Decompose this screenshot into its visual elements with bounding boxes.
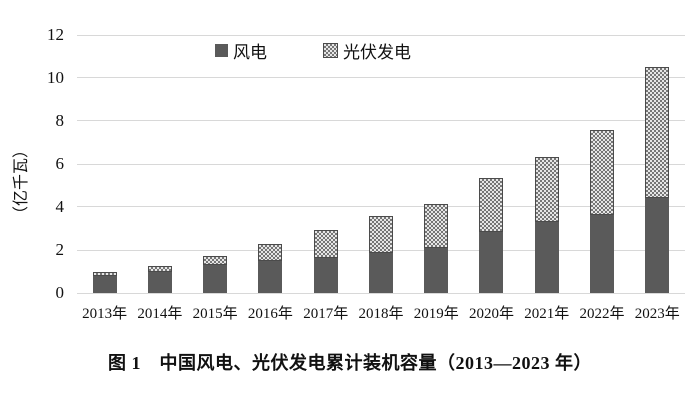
stacked-bar: [368, 35, 393, 293]
wind-bar-segment: [92, 276, 117, 293]
bar-group-2016: [243, 35, 298, 293]
wind-bar-segment: [203, 265, 228, 293]
x-axis-ticks: 2013年 2014年 2015年 2016年 2017年 2018年 2019年 2020年…: [77, 302, 685, 323]
y-tick-label: 2: [55, 240, 65, 259]
legend: 风电 光伏发电: [215, 38, 411, 63]
x-tick-label: 2017年: [303, 306, 349, 322]
stacked-bar: [479, 35, 504, 293]
wind-bar-segment: [479, 232, 504, 293]
x-tick-label: 2020年: [468, 306, 514, 322]
bar-group-2015: [188, 35, 243, 293]
gridline: [77, 163, 685, 165]
bar-group-2018: [353, 35, 408, 293]
stacked-bar: [424, 35, 449, 293]
bar-group-2021: [519, 35, 574, 293]
wind-bar-segment: [368, 253, 393, 293]
wind-swatch-icon: [215, 44, 228, 57]
x-tick-label: 2023年: [634, 306, 680, 322]
bars-row: [77, 35, 685, 293]
solar-swatch-icon: [323, 43, 338, 58]
bar-group-2022: [574, 35, 629, 293]
bar-group-2019: [409, 35, 464, 293]
legend-item-solar: 光伏发电: [323, 38, 411, 63]
x-tick-label: 2019年: [413, 306, 459, 322]
solar-bar-segment: [645, 67, 670, 199]
plot-area: 风电 光伏发电: [77, 34, 685, 294]
y-tick-label: 6: [55, 154, 65, 173]
y-tick-label: 8: [55, 111, 65, 130]
y-tick-label: 10: [47, 68, 64, 87]
wind-bar-segment: [258, 260, 283, 293]
x-tick-label: 2018年: [358, 306, 404, 322]
wind-bar-segment: [534, 222, 559, 293]
solar-bar-segment: [479, 177, 504, 233]
gridline: [77, 120, 685, 122]
solar-bar-segment: [534, 156, 559, 223]
solar-bar-segment: [147, 266, 172, 273]
wind-bar-segment: [147, 272, 172, 293]
x-tick-label: 2022年: [579, 306, 625, 322]
legend-label-solar: 光伏发电: [343, 43, 411, 62]
solar-bar-segment: [313, 229, 338, 258]
chart-caption: 图 1 中国风电、光伏发电累计装机容量（2013—2023 年）: [108, 353, 592, 373]
gridline: [77, 77, 685, 79]
x-tick-label: 2021年: [524, 306, 570, 322]
gridline: [77, 206, 685, 208]
solar-bar-segment: [92, 272, 117, 277]
solar-bar-segment: [590, 130, 615, 215]
stacked-bar: [92, 35, 117, 293]
stacked-bar: [590, 35, 615, 293]
stacked-bar: [534, 35, 559, 293]
stacked-bar: [203, 35, 228, 293]
stacked-bar: [258, 35, 283, 293]
x-tick-label: 2014年: [137, 306, 183, 322]
wind-bar-segment: [590, 214, 615, 293]
y-tick-label: 4: [55, 197, 65, 216]
x-tick-label: 2013年: [82, 306, 128, 322]
solar-bar-segment: [368, 216, 393, 254]
bar-group-2013: [77, 35, 132, 293]
gridline: [77, 34, 685, 36]
wind-bar-segment: [313, 257, 338, 293]
x-tick-label: 2016年: [247, 306, 293, 322]
solar-bar-segment: [258, 244, 283, 261]
bar-group-2017: [298, 35, 353, 293]
gridline: [77, 292, 685, 294]
stacked-bar: [313, 35, 338, 293]
stacked-bar: [645, 35, 670, 293]
y-tick-label: 0: [55, 283, 65, 302]
wind-bar-segment: [645, 198, 670, 293]
stacked-bar: [147, 35, 172, 293]
bar-group-2014: [132, 35, 187, 293]
wind-bar-segment: [424, 247, 449, 293]
legend-item-wind: 风电: [215, 38, 267, 63]
y-tick-label: 12: [47, 25, 64, 44]
x-tick-label: 2015年: [192, 306, 238, 322]
bar-group-2023: [630, 35, 685, 293]
bar-group-2020: [464, 35, 519, 293]
solar-bar-segment: [424, 204, 449, 248]
legend-label-wind: 风电: [233, 43, 267, 62]
solar-bar-segment: [203, 255, 228, 266]
